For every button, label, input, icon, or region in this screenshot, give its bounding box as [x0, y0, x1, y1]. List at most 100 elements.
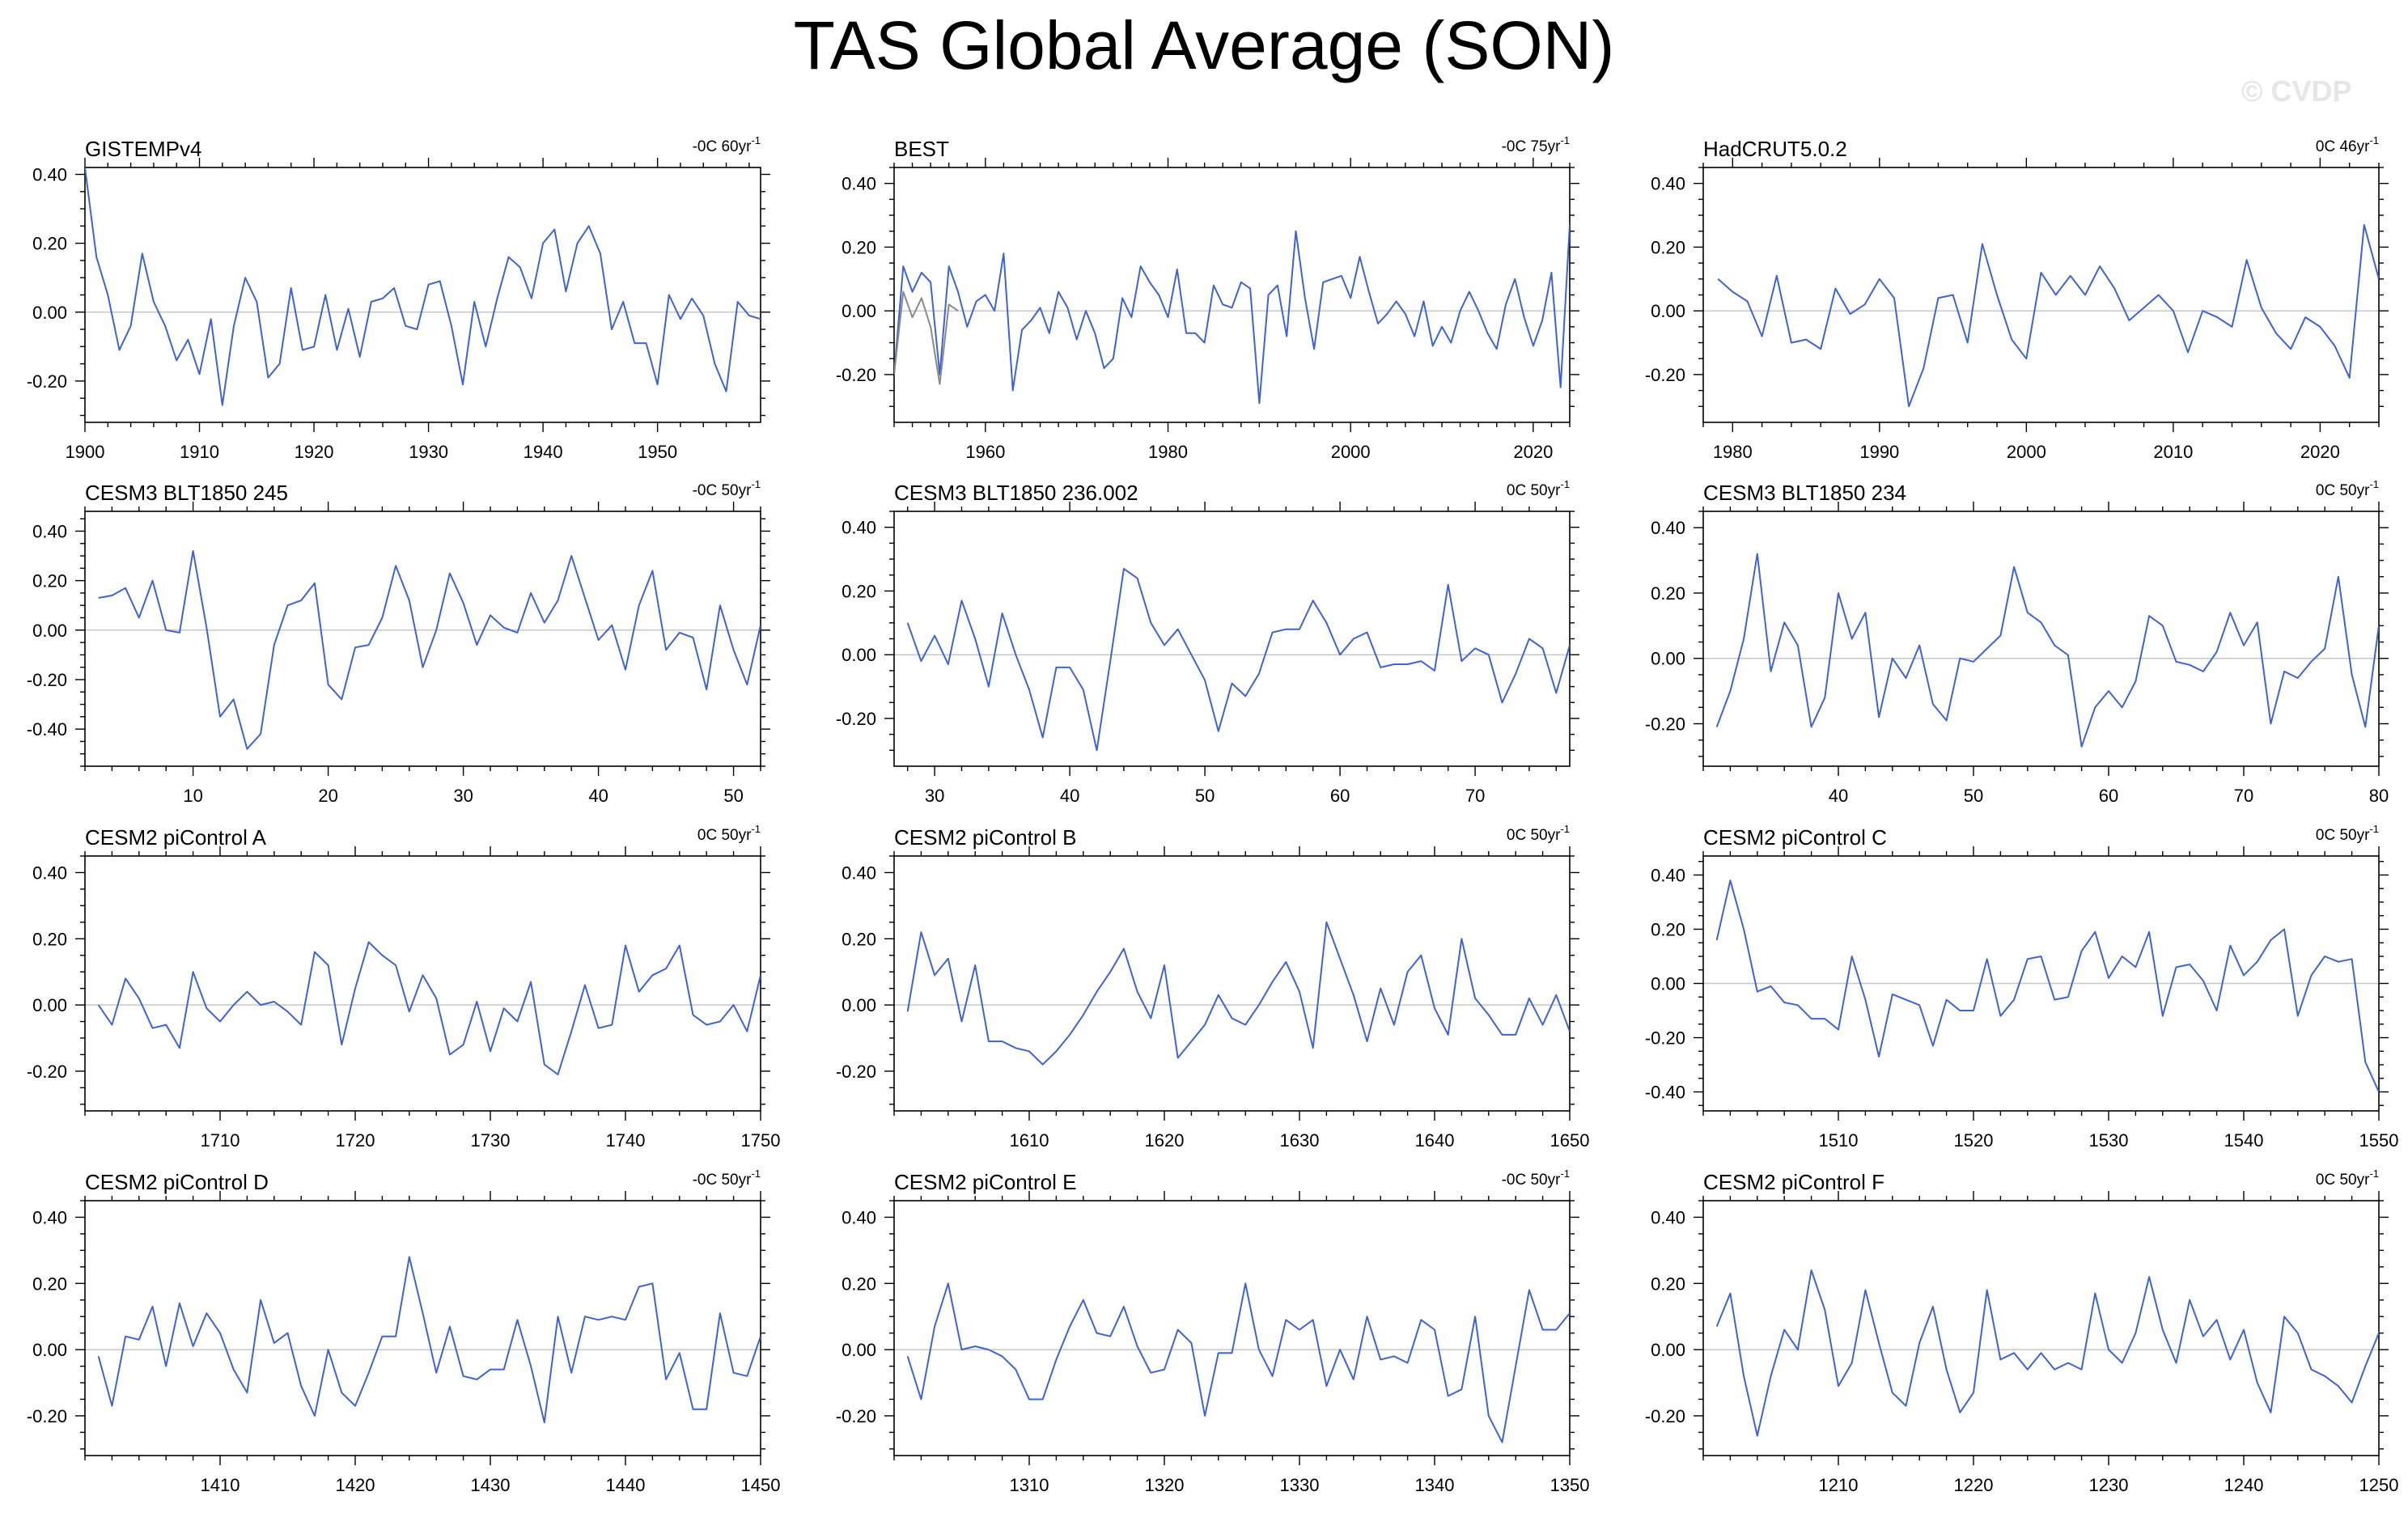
y-tick-label: 0.00 [1651, 1340, 1685, 1360]
x-tick-label: 1930 [409, 442, 448, 462]
x-tick-label: 30 [925, 786, 944, 806]
trend-label: -0C 50yr-1 [1502, 1168, 1570, 1189]
x-tick-label: 1910 [180, 442, 219, 462]
x-tick-label: 1730 [471, 1130, 511, 1151]
y-tick-label: 0.40 [842, 518, 876, 538]
x-tick-label: 1340 [1415, 1475, 1455, 1495]
panel-title: CESM2 piControl A [85, 825, 267, 850]
chart-panel-7: CESM2 piControl A 0C 50yr-1 -0.20 0.00 0.20 0… [27, 823, 781, 1151]
y-tick-label: -0.20 [27, 1406, 67, 1426]
y-tick-label: 0.20 [842, 581, 876, 601]
trend-label: -0C 75yr-1 [1502, 134, 1570, 155]
series-line [906, 567, 1570, 752]
series-line [906, 1282, 1570, 1443]
x-tick-label: 1650 [1550, 1130, 1590, 1151]
x-tick-label: 70 [1465, 786, 1485, 806]
plot-frame [1702, 1200, 2380, 1456]
y-tick-label: 0.00 [32, 621, 67, 641]
series-line [1715, 1269, 2379, 1437]
x-tick-label: 1250 [2359, 1475, 2399, 1495]
y-tick-label: 0.00 [842, 1340, 876, 1360]
chart-panel-2: BEST -0C 75yr-1 -0.20 0.00 0.20 0.40 1960 1980 2… [836, 134, 1579, 462]
y-tick-label: 0.40 [842, 862, 876, 883]
plot-frame [84, 1200, 761, 1456]
x-tick-label: 1330 [1280, 1475, 1320, 1495]
x-tick-label: 50 [1195, 786, 1215, 806]
x-tick-label: 1540 [2224, 1130, 2264, 1151]
plot-frame [893, 855, 1571, 1112]
chart-panel-8: CESM2 piControl B 0C 50yr-1 -0.20 0.00 0.20 0… [836, 823, 1590, 1151]
chart-panel-3: HadCRUT5.0.2 0C 46yr-1 -0.20 0.00 0.20 0.40 19… [1645, 134, 2389, 462]
trend-label: 0C 50yr-1 [1507, 823, 1570, 844]
trend-label: -0C 60yr-1 [693, 134, 761, 155]
x-tick-label: 1530 [2089, 1130, 2129, 1151]
y-tick-label: 0.40 [1651, 518, 1685, 538]
y-tick-label: 0.40 [1651, 1207, 1685, 1227]
x-tick-label: 40 [1829, 786, 1848, 806]
trend-exponent: -1 [751, 1168, 761, 1180]
x-tick-label: 1450 [741, 1475, 781, 1495]
x-tick-label: 40 [1060, 786, 1079, 806]
y-tick-label: 0.40 [32, 521, 67, 541]
series-line [1715, 553, 2379, 748]
y-tick-label: 0.20 [32, 234, 67, 254]
x-tick-label: 1640 [1415, 1130, 1455, 1151]
y-tick-label: 0.40 [1651, 174, 1685, 194]
plot-frame [893, 511, 1571, 767]
trend-exponent: -1 [1560, 1168, 1570, 1180]
watermark-text: © CVDP [2241, 74, 2352, 108]
plot-frame [84, 511, 761, 767]
trend-exponent: -1 [751, 478, 761, 490]
chart-panel-12: CESM2 piControl F 0C 50yr-1 -0.20 0.00 0.20 0… [1645, 1168, 2399, 1495]
chart-panel-11: CESM2 piControl E -0C 50yr-1 -0.20 0.00 0.20… [836, 1168, 1590, 1495]
x-tick-label: 1720 [336, 1130, 375, 1151]
x-tick-label: 1900 [66, 442, 105, 462]
x-tick-label: 50 [1964, 786, 1983, 806]
panel-title: CESM3 BLT1850 236.002 [894, 481, 1138, 505]
y-tick-label: 0.20 [32, 571, 67, 591]
trend-exponent: -1 [2369, 823, 2379, 835]
y-tick-label: -0.20 [1645, 365, 1685, 385]
trend-label: 0C 50yr-1 [2316, 1168, 2379, 1189]
panel-title: HadCRUT5.0.2 [1703, 137, 1847, 161]
y-tick-label: -0.20 [836, 1406, 876, 1426]
y-tick-label: 0.00 [32, 995, 67, 1015]
series-line [1715, 879, 2379, 1092]
x-tick-label: 1220 [1954, 1475, 1994, 1495]
y-tick-label: 0.40 [1651, 865, 1685, 885]
y-tick-label: -0.20 [1645, 714, 1685, 735]
y-tick-label: -0.20 [27, 371, 67, 392]
y-tick-label: 0.20 [1651, 1274, 1685, 1294]
x-tick-label: 40 [588, 786, 608, 806]
y-tick-label: -0.20 [27, 1062, 67, 1082]
x-tick-label: 50 [723, 786, 743, 806]
x-tick-label: 20 [318, 786, 337, 806]
x-tick-label: 1940 [524, 442, 563, 462]
x-tick-label: 1980 [1148, 442, 1188, 462]
y-tick-label: 0.20 [842, 1274, 876, 1294]
x-tick-label: 60 [2099, 786, 2118, 806]
y-tick-label: 0.40 [32, 165, 67, 185]
y-tick-label: 0.00 [842, 995, 876, 1015]
y-tick-label: -0.20 [836, 365, 876, 385]
panel-title: CESM3 BLT1850 245 [85, 481, 288, 505]
y-tick-label: 0.20 [1651, 919, 1685, 939]
y-tick-label: 0.00 [842, 645, 876, 665]
x-tick-label: 70 [2234, 786, 2253, 806]
trend-exponent: -1 [1560, 134, 1570, 146]
y-tick-label: 0.00 [1651, 301, 1685, 321]
page-title: TAS Global Average (SON) [793, 7, 1615, 83]
x-tick-label: 1310 [1010, 1475, 1049, 1495]
panel-title: CESM2 piControl F [1703, 1170, 1884, 1194]
secondary-series-line [894, 290, 959, 385]
trend-label: -0C 50yr-1 [693, 478, 761, 499]
x-tick-label: 1410 [201, 1475, 240, 1495]
x-tick-label: 1210 [1819, 1475, 1859, 1495]
y-tick-label: -0.20 [1645, 1028, 1685, 1049]
series-line [98, 549, 761, 750]
series-line [1717, 223, 2379, 408]
trend-exponent: -1 [751, 823, 761, 835]
chart-panel-1: GISTEMPv4 -0C 60yr-1 -0.20 0.00 0.20 0.40 1900… [27, 134, 770, 462]
series-line [97, 941, 761, 1075]
